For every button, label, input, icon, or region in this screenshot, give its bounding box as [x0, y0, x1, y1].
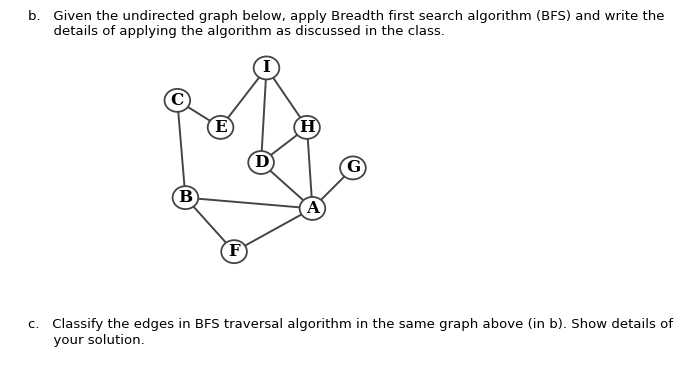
Text: G: G: [346, 159, 360, 176]
Ellipse shape: [248, 151, 274, 174]
Ellipse shape: [340, 156, 366, 179]
Text: B: B: [178, 189, 192, 206]
Text: F: F: [228, 243, 240, 260]
Ellipse shape: [173, 186, 198, 209]
Text: H: H: [299, 119, 315, 136]
Ellipse shape: [294, 116, 320, 139]
Text: b.   Given the undirected graph below, apply Breadth first search algorithm (BFS: b. Given the undirected graph below, app…: [28, 10, 664, 23]
Ellipse shape: [164, 89, 190, 112]
Ellipse shape: [300, 197, 326, 220]
Text: A: A: [306, 200, 319, 217]
Ellipse shape: [208, 116, 233, 139]
Text: your solution.: your solution.: [28, 334, 145, 347]
Text: C: C: [171, 92, 184, 109]
Text: c.   Classify the edges in BFS traversal algorithm in the same graph above (in b: c. Classify the edges in BFS traversal a…: [28, 318, 673, 332]
Ellipse shape: [253, 56, 279, 80]
Text: E: E: [214, 119, 227, 136]
Ellipse shape: [221, 240, 247, 263]
Text: D: D: [254, 154, 268, 171]
Text: details of applying the algorithm as discussed in the class.: details of applying the algorithm as dis…: [28, 25, 445, 38]
Text: I: I: [262, 59, 270, 76]
